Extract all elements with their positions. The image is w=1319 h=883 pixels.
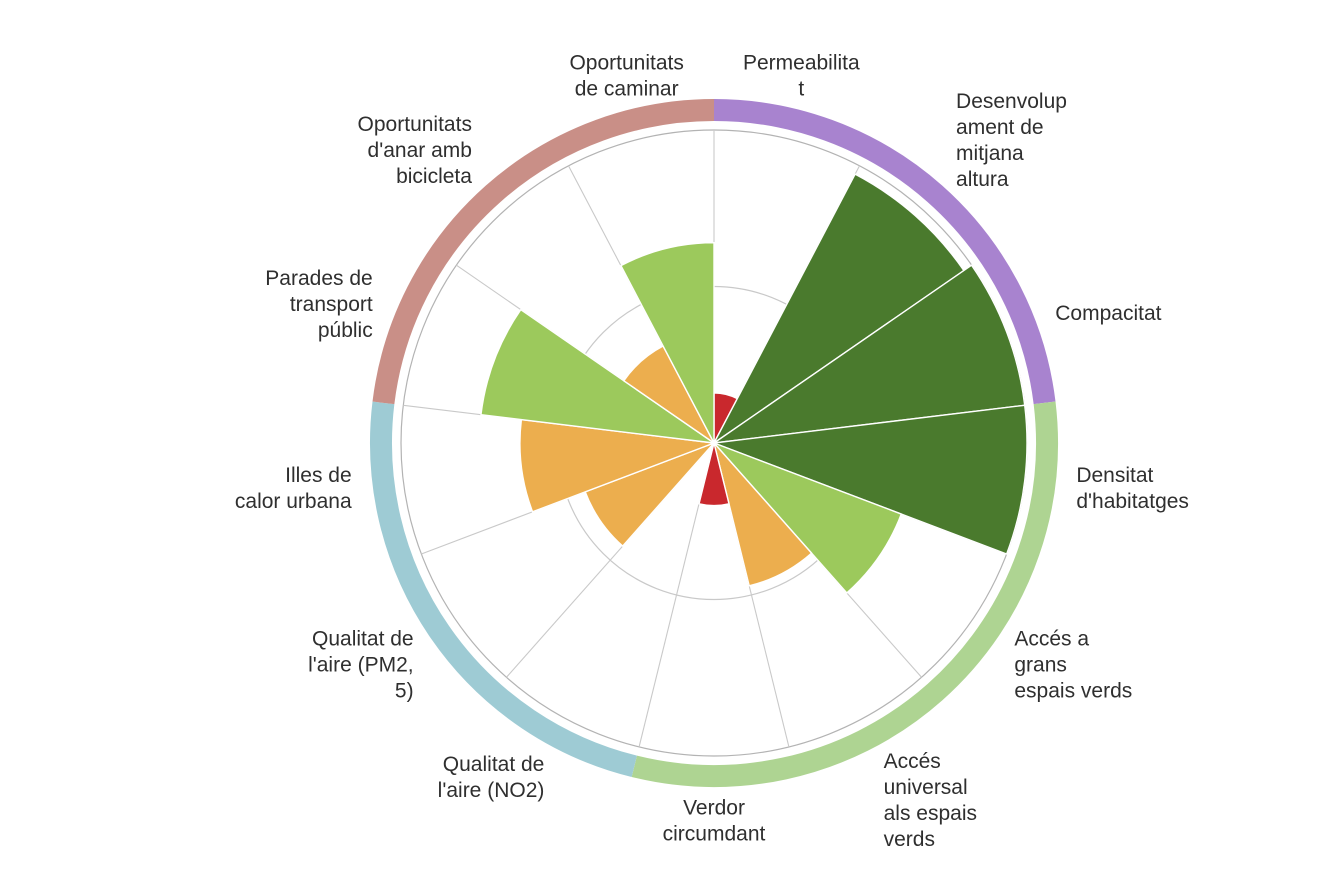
wedge-compacitat[interactable]: [713, 264, 1026, 444]
axis-label-line: Oportunitats: [569, 51, 683, 74]
axis-label-line: mitjana: [956, 142, 1024, 165]
axis-label-line: l'aire (NO2): [438, 779, 545, 802]
axis-label-line: verds: [884, 828, 935, 851]
axis-label-line: bicicleta: [396, 165, 472, 188]
wedge-densitat-habitatges[interactable]: [713, 404, 1028, 555]
axis-label-line: t: [798, 77, 804, 100]
wedge-desenvolupament-mitjana-altura[interactable]: [713, 173, 965, 444]
axis-label-line: Compacitat: [1055, 302, 1161, 325]
ring-segment-green: [631, 401, 1058, 787]
axis-label-line: d'habitatges: [1076, 490, 1189, 513]
axis-label-acces-universal-espais-verds: Accés universal als espais verds: [884, 750, 977, 851]
axis-label-qualitat-aire-pm25: Qualitat de l'aire (PM2, 5): [308, 628, 414, 703]
axis-label-line: universal: [884, 776, 968, 799]
wedge-acces-grans-espais-verds[interactable]: [713, 442, 903, 594]
axis-label-permeabilitat: Permeabilita t: [743, 51, 860, 100]
axis-label-line: circumdant: [663, 823, 766, 846]
axis-label-line: Desenvolup: [956, 90, 1067, 113]
wedge-acces-universal-espais-verds[interactable]: [713, 442, 813, 587]
ring-segment-rose: [372, 99, 715, 405]
wedge-parades-transport-public[interactable]: [480, 308, 715, 444]
axis-label-line: Accés a: [1014, 628, 1089, 651]
axis-label-line: Densitat: [1076, 464, 1153, 487]
axis-label-line: Qualitat de: [443, 753, 545, 776]
axis-label-qualitat-aire-no2: Qualitat de l'aire (NO2): [438, 753, 545, 802]
axis-label-verdor-circumdant: Verdor circumdant: [663, 797, 766, 846]
axis-label-line: als espais: [884, 802, 977, 825]
axis-label-line: Parades de: [265, 267, 372, 290]
axis-label-illes-calor-urbana: Illes de calor urbana: [235, 464, 352, 513]
axis-label-line: Permeabilita: [743, 51, 860, 74]
axis-label-densitat-habitatges: Densitat d'habitatges: [1076, 464, 1189, 513]
axis-label-line: transport: [290, 293, 373, 316]
axis-label-line: Illes de: [285, 464, 352, 487]
axis-label-line: Qualitat de: [312, 628, 414, 651]
axis-label-line: d'anar amb: [368, 139, 472, 162]
wedge-illes-calor-urbana[interactable]: [519, 418, 715, 513]
wedge-layer: [480, 173, 1028, 594]
axis-label-line: espais verds: [1014, 680, 1132, 703]
axis-label-oportunitats-caminar: Oportunitats de caminar: [569, 51, 683, 100]
wedge-oportunitats-caminar[interactable]: [619, 241, 715, 444]
axis-label-line: Accés: [884, 750, 941, 773]
axis-label-line: calor urbana: [235, 490, 352, 513]
axis-label-line: l'aire (PM2,: [308, 654, 414, 677]
ring-layer: [370, 99, 1058, 787]
axis-label-line: públic: [318, 319, 373, 342]
axis-label-line: grans: [1014, 654, 1067, 677]
ring-segment-purple: [713, 99, 1056, 405]
ring-segment-blue: [370, 401, 637, 778]
axis-label-line: Verdor: [683, 797, 745, 820]
wedge-verdor-circumdant[interactable]: [698, 442, 730, 507]
axis-label-line: 5): [395, 680, 414, 703]
axis-label-oportunitats-bicicleta: Oportunitats d'anar amb bicicleta: [358, 113, 473, 188]
axis-label-line: altura: [956, 168, 1009, 191]
axis-label-line: de caminar: [575, 77, 679, 100]
axis-label-compacitat: Compacitat: [1055, 302, 1161, 325]
label-layer: Permeabilita t Desenvolup ament de mitjana al…: [235, 51, 1189, 851]
axis-label-line: Oportunitats: [358, 113, 472, 136]
axis-label-line: ament de: [956, 116, 1044, 139]
axis-label-parades-transport-public: Parades de transport públic: [265, 267, 373, 342]
axis-label-acces-grans-espais-verds: Accés a grans espais verds: [1014, 628, 1132, 703]
axis-label-desenvolupament-mitjana-altura: Desenvolup ament de mitjana altura: [956, 90, 1067, 191]
